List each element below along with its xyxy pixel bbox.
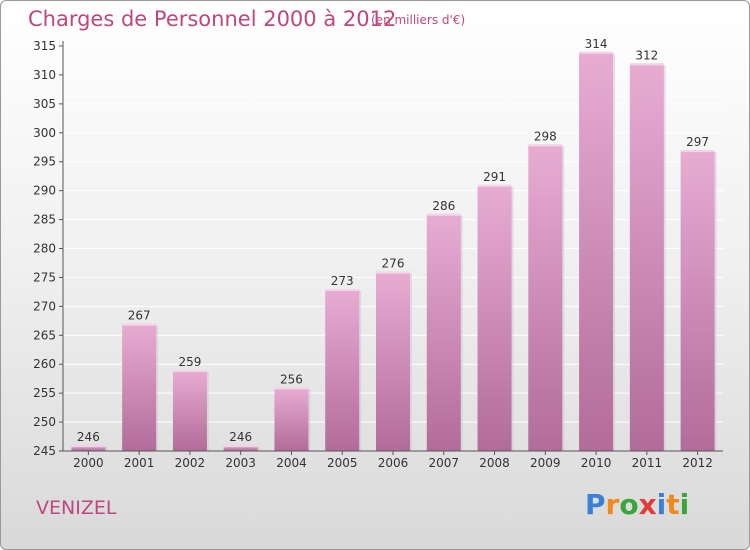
- x-tick-label: 2012: [682, 456, 713, 470]
- bar-highlight: [579, 51, 614, 54]
- bar: [172, 370, 207, 451]
- x-tick-label: 2001: [124, 456, 155, 470]
- bar-highlight: [680, 150, 715, 153]
- logo-letter: o: [619, 488, 639, 521]
- bar: [71, 445, 106, 451]
- bar-highlight: [528, 144, 563, 147]
- bar-highlight: [376, 271, 410, 274]
- data-label: 246: [77, 430, 100, 444]
- bar: [223, 445, 258, 451]
- bar-highlight: [274, 387, 309, 390]
- bar-highlight: [122, 323, 157, 326]
- logo-letter: i: [679, 488, 690, 521]
- labels: 245 250 255 260 265 270 275 280 285 290 295 300 305 3…: [33, 37, 713, 470]
- bar: [122, 323, 157, 451]
- chart-subtitle: (en milliers d'€): [371, 13, 466, 27]
- bar: [477, 184, 512, 451]
- bar: [680, 150, 715, 451]
- logo-letter: t: [666, 488, 680, 521]
- bar-highlight: [172, 370, 207, 372]
- data-label: 314: [585, 37, 608, 51]
- bar-highlight: [71, 445, 106, 448]
- y-tick-label: 300: [33, 126, 56, 140]
- chart-title: Charges de Personnel 2000 à 2012: [28, 7, 397, 31]
- data-label: 259: [178, 355, 201, 369]
- y-tick-label: 250: [33, 415, 56, 429]
- bar: [426, 213, 461, 451]
- y-tick-label: 245: [33, 444, 56, 458]
- data-label: 286: [432, 199, 455, 213]
- data-label: 256: [280, 372, 303, 386]
- data-label: 246: [229, 430, 252, 444]
- x-tick-label: 2005: [327, 456, 358, 470]
- data-label: 298: [534, 129, 557, 143]
- logo-letter: i: [656, 488, 667, 521]
- y-tick-label: 275: [33, 270, 56, 284]
- data-label: 291: [483, 170, 506, 184]
- y-tick-label: 285: [33, 213, 56, 227]
- logo-letter: P: [585, 488, 606, 521]
- axes: [59, 41, 723, 455]
- bar: [376, 271, 410, 451]
- commune-name: VENIZEL: [36, 497, 117, 519]
- bar: [274, 387, 309, 451]
- y-tick-label: 255: [33, 386, 56, 400]
- x-tick-label: 2000: [73, 456, 104, 470]
- logo-letter: x: [638, 488, 657, 521]
- y-tick-label: 315: [33, 39, 56, 53]
- data-label: 276: [382, 257, 405, 271]
- y-tick-label: 310: [33, 68, 56, 82]
- bar: [579, 51, 614, 452]
- bars: [71, 51, 717, 452]
- x-tick-label: 2009: [530, 456, 561, 470]
- y-tick-label: 265: [33, 328, 56, 342]
- data-label: 267: [128, 309, 151, 323]
- x-tick-label: 2008: [479, 456, 510, 470]
- bar-highlight: [426, 213, 461, 216]
- x-tick-label: 2002: [175, 456, 206, 470]
- data-label: 297: [686, 135, 709, 149]
- y-tick-label: 270: [33, 299, 56, 313]
- x-tick-label: 2003: [225, 456, 256, 470]
- data-label: 273: [331, 274, 354, 288]
- y-tick-label: 295: [33, 155, 56, 169]
- y-tick-label: 305: [33, 97, 56, 111]
- y-tick-label: 290: [33, 184, 56, 198]
- x-tick-label: 2007: [428, 456, 459, 470]
- bar-highlight: [629, 63, 664, 66]
- x-tick-label: 2004: [276, 456, 307, 470]
- y-tick-label: 260: [33, 357, 56, 371]
- x-tick-label: 2011: [632, 456, 663, 470]
- x-tick-label: 2010: [581, 456, 612, 470]
- bar: [528, 144, 563, 451]
- bar-highlight: [223, 445, 258, 448]
- y-tick-label: 280: [33, 242, 56, 256]
- data-label: 312: [635, 48, 658, 62]
- bar: [325, 289, 360, 451]
- bar-highlight: [325, 289, 360, 291]
- x-tick-label: 2006: [378, 456, 409, 470]
- logo-letter: r: [605, 488, 620, 521]
- proxiti-logo: Proxiti: [585, 488, 689, 521]
- bar-highlight: [477, 184, 512, 187]
- bar: [629, 63, 664, 451]
